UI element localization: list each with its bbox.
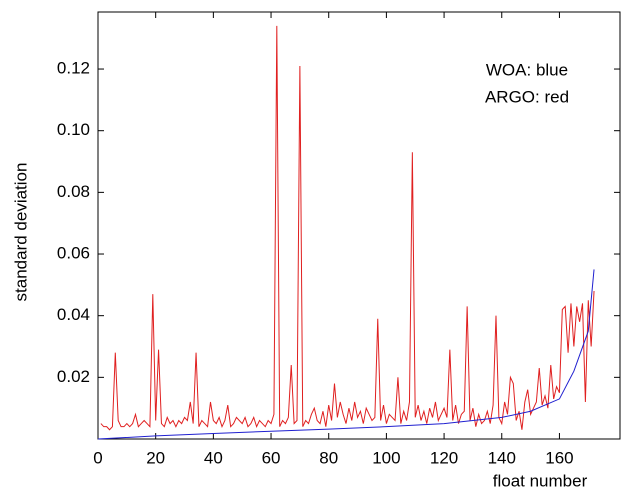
y-tick-label: 0.12	[57, 59, 90, 78]
y-tick-label: 0.10	[57, 120, 90, 139]
x-tick-label: 0	[93, 448, 102, 467]
annotation: ARGO: red	[485, 87, 569, 106]
x-axis-label: float number	[493, 471, 588, 490]
x-tick-label: 140	[488, 448, 516, 467]
x-tick-label: 80	[319, 448, 338, 467]
x-tick-label: 160	[545, 448, 573, 467]
y-tick-label: 0.08	[57, 182, 90, 201]
x-tick-label: 60	[262, 448, 281, 467]
data-line	[97, 269, 595, 440]
x-tick-label: 20	[146, 448, 165, 467]
x-tick-label: 120	[430, 448, 458, 467]
x-tick-label: 40	[204, 448, 223, 467]
data-line	[100, 25, 595, 431]
y-tick-label: 0.06	[57, 244, 90, 263]
y-tick-label: 0.02	[57, 367, 90, 386]
x-tick-label: 100	[372, 448, 400, 467]
annotation: WOA: blue	[486, 60, 568, 79]
y-tick-label: 0.04	[57, 305, 90, 324]
plot-frame	[97, 11, 621, 440]
y-axis-label: standard deviation	[11, 163, 30, 302]
